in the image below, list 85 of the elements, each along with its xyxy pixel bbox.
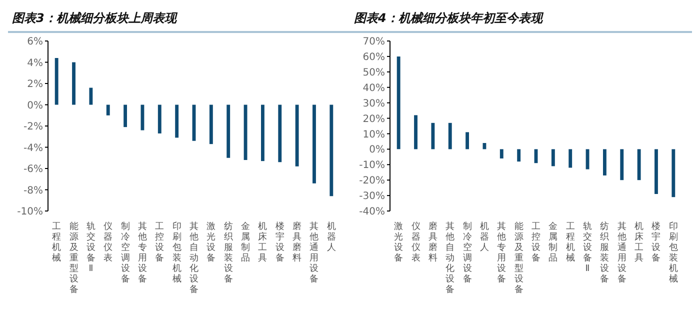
y-tick-label: -2% [24,122,43,133]
y-tick-label: 0% [27,100,43,112]
x-tick-label: 制冷空调设备 [120,221,130,284]
bar [654,149,658,194]
bar [620,149,624,180]
bar [637,149,641,180]
x-tick-label: 仪器仪表 [104,221,113,264]
y-tick-label: 10% [362,129,385,140]
y-tick-label: 50% [362,67,385,78]
bar [568,149,572,168]
y-tick-label: 2% [27,79,43,90]
x-tick-label: 其他自动化设备 [190,221,198,295]
x-tick-label: 轨交设备Ⅱ [86,221,96,274]
x-tick-label: 激光设备 [206,221,216,264]
x-tick-label: 机床工具 [634,221,644,264]
y-tick-label: -10% [359,160,385,172]
y-tick-label: 0% [369,144,385,156]
bar [500,149,504,158]
bar [466,132,470,150]
x-tick-label: 纺织服装设备 [224,221,233,284]
x-tick-label: 工控设备 [155,222,164,264]
x-tick-label: 工控设备 [532,222,540,264]
x-tick-label: 其他自动化设备 [446,221,455,295]
bar [226,104,230,158]
bar [312,104,316,184]
bar [278,104,282,162]
bar [396,56,400,150]
x-tick-label: 印刷包装机械 [172,221,182,284]
x-tick-label: 轨交设备Ⅱ [583,221,592,274]
x-tick-label: 磨具磨料 [292,221,302,264]
x-tick-label: 金属制品 [241,221,250,264]
x-tick-label: 制冷空调设备 [462,221,472,284]
y-tick-label: 4% [27,58,43,69]
x-tick-label: 楼宇设备 [652,221,661,264]
x-tick-label: 能源及重型设备 [69,221,78,295]
y-tick-label: 40% [362,82,385,94]
bar [175,104,179,138]
bar [209,104,213,144]
x-tick-label: 工程机械 [566,222,575,264]
bar [260,104,264,162]
chart-title: 图表3：机械细分板块上周表现 [8,8,350,33]
x-tick-label: 其他通用设备 [310,221,319,284]
y-tick-label: -40% [359,206,385,218]
bar [517,149,521,162]
x-tick-label: 机器人 [326,221,336,253]
bar [158,104,162,134]
y-tick-label: -30% [359,191,385,202]
x-tick-label: 印刷包装机械 [668,221,678,284]
bar [124,104,128,128]
y-tick-label: 6% [27,36,43,48]
x-tick-label: 机床工具 [258,221,268,264]
chart-title: 图表4：机械细分板块年初至今表现 [350,8,692,33]
bar [414,115,418,150]
y-tick-label: -10% [17,206,43,218]
bar [602,149,606,176]
x-tick-label: 纺织服装设备 [600,221,610,284]
x-tick-label: 其他通用设备 [617,221,626,284]
x-tick-label: 能源及重型设备 [514,221,524,295]
x-tick-label: 楼宇设备 [275,221,284,264]
bar [106,104,110,116]
x-tick-label: 激光设备 [394,221,404,264]
x-tick-label: 工程机械 [52,222,62,264]
x-tick-label: 磨具磨料 [428,221,438,264]
y-tick-label: -6% [24,164,43,176]
x-tick-label: 金属制品 [548,221,558,264]
y-tick-label: -4% [24,142,43,154]
bar [54,58,58,105]
bar [448,122,452,150]
bar [431,122,435,150]
y-tick-label: 60% [362,52,385,64]
x-tick-label: 机器人 [480,221,489,253]
bar [551,149,555,166]
bar [72,62,76,105]
y-tick-label: -8% [24,185,43,196]
bar [89,88,93,105]
bar [295,104,299,166]
y-tick-label: 30% [362,98,385,110]
y-tick-label: 20% [362,114,385,125]
y-tick-label: 70% [362,36,385,48]
x-tick-label: 其他专用设备 [138,221,147,284]
bar [330,104,334,196]
y-tick-label: -20% [359,176,385,187]
x-tick-label: 仪器仪表 [411,221,420,264]
x-tick-label: 其他专用设备 [497,221,506,284]
bar [672,149,676,198]
